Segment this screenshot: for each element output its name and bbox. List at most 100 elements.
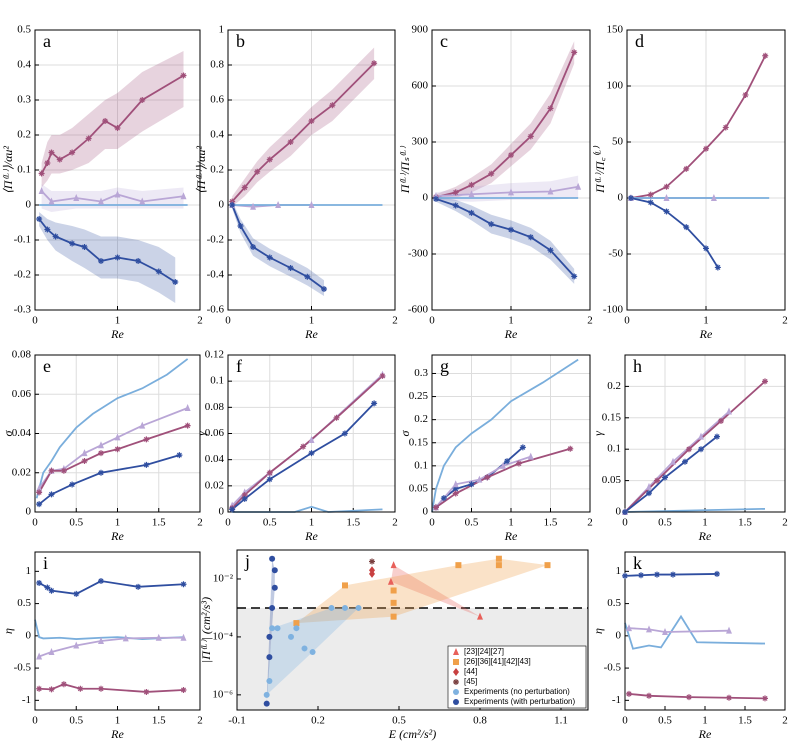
y-tick-label: 1 <box>616 565 622 577</box>
marker <box>698 446 704 453</box>
marker <box>527 234 534 241</box>
marker <box>73 194 80 201</box>
y-axis-label: γ <box>194 431 208 436</box>
y-tick-label: 600 <box>412 80 429 92</box>
y-tick-label: 300 <box>412 136 429 148</box>
marker <box>626 690 632 697</box>
marker <box>453 648 459 655</box>
y-tick-label: -100 <box>603 304 624 316</box>
marker <box>266 254 273 261</box>
x-tick-label: 0 <box>429 315 435 327</box>
marker <box>48 197 55 205</box>
marker <box>476 475 483 483</box>
y-tick-label: 0.2 <box>17 129 31 141</box>
x-tick-label: 1.1 <box>554 715 568 727</box>
marker <box>44 584 51 591</box>
marker <box>726 407 732 415</box>
y-tick-label: 10⁻² <box>213 573 234 585</box>
y-tick-label: 0 <box>616 506 622 518</box>
marker <box>627 195 634 201</box>
marker <box>654 477 660 484</box>
y-tick-label: 0.6 <box>210 94 224 106</box>
marker <box>663 194 670 201</box>
y-tick-label: -50 <box>608 248 623 260</box>
marker <box>432 195 439 202</box>
y-tick-label: -0.5 <box>604 662 622 674</box>
y-tick-label: 10⁻⁶ <box>212 688 233 700</box>
y-axis-label: ⟨Π⁽ᴸ⁾⟩/αu² <box>1 146 15 194</box>
marker <box>495 555 502 562</box>
y-tick-label: 1 <box>219 24 225 36</box>
marker <box>455 562 462 569</box>
x-tick-label: -0.1 <box>228 715 245 727</box>
marker <box>139 197 146 205</box>
marker <box>36 501 43 508</box>
marker <box>355 604 362 611</box>
marker <box>488 170 495 177</box>
marker <box>98 469 104 476</box>
x-tick-label: 1 <box>508 517 514 529</box>
y-tick-label: 0.1 <box>17 164 31 176</box>
marker <box>508 152 514 159</box>
marker <box>114 190 121 198</box>
x-tick-label: 1 <box>508 315 514 327</box>
marker <box>266 678 273 685</box>
x-tick-label: 1.5 <box>346 517 360 529</box>
marker <box>241 184 248 191</box>
y-axis-label: σ <box>398 429 412 436</box>
panel-label: k <box>633 553 642 573</box>
marker <box>114 433 121 441</box>
marker <box>453 689 459 695</box>
marker <box>698 432 704 440</box>
legend-label: Experiments (no perturbation) <box>464 687 570 696</box>
marker <box>714 264 721 271</box>
panel: -1 -0.5 0 0.5 1 0 0.5 1 1.5 2 <box>604 551 788 727</box>
series-line <box>431 358 579 513</box>
x-axis-label: Re <box>699 327 713 341</box>
y-tick-label: 50 <box>612 136 624 148</box>
y-tick-label: 0.08 <box>205 401 225 413</box>
marker <box>69 149 76 156</box>
y-tick-label: 0 <box>26 199 32 211</box>
marker <box>180 192 187 200</box>
axes-frame <box>431 29 591 311</box>
x-tick-label: 0 <box>225 517 231 529</box>
panel: -0.3 -0.2 -0.1 0 0.1 0.2 0.3 0.4 0.5 0 1 2 <box>14 24 203 327</box>
marker <box>504 458 511 465</box>
marker <box>263 691 270 698</box>
marker <box>241 495 248 502</box>
marker <box>184 422 191 429</box>
y-tick-label: 0.04 <box>12 427 32 439</box>
marker <box>36 216 43 222</box>
marker <box>293 625 300 632</box>
marker <box>69 240 76 247</box>
x-axis-label: Re <box>304 529 318 543</box>
x-tick-label: 0 <box>429 517 435 529</box>
x-tick-label: 1 <box>702 715 708 727</box>
panel: -0.6 -0.4 -0.2 0 0.2 0.4 0.6 0.8 1 0 1 2 <box>207 24 398 327</box>
series-line <box>624 435 718 513</box>
x-axis-label: Re <box>698 529 712 543</box>
marker <box>387 577 394 585</box>
marker <box>52 233 59 240</box>
x-tick-label: 1.5 <box>152 715 166 727</box>
x-tick-label: 0 <box>622 517 628 529</box>
x-tick-label: 0.5 <box>392 715 406 727</box>
marker <box>453 699 459 705</box>
marker <box>714 570 720 577</box>
y-tick-label: 0 <box>423 192 429 204</box>
marker <box>304 273 311 280</box>
axes-frame <box>431 354 591 513</box>
marker <box>288 633 294 640</box>
marker <box>390 587 397 594</box>
marker <box>519 444 526 451</box>
marker <box>508 226 514 233</box>
y-tick-label: 900 <box>412 24 429 36</box>
axes-frame <box>227 29 396 311</box>
marker <box>440 495 447 502</box>
marker <box>662 474 668 481</box>
marker <box>38 187 45 194</box>
x-tick-label: 2 <box>782 517 788 529</box>
marker <box>468 181 475 188</box>
axes-frame <box>34 29 201 311</box>
